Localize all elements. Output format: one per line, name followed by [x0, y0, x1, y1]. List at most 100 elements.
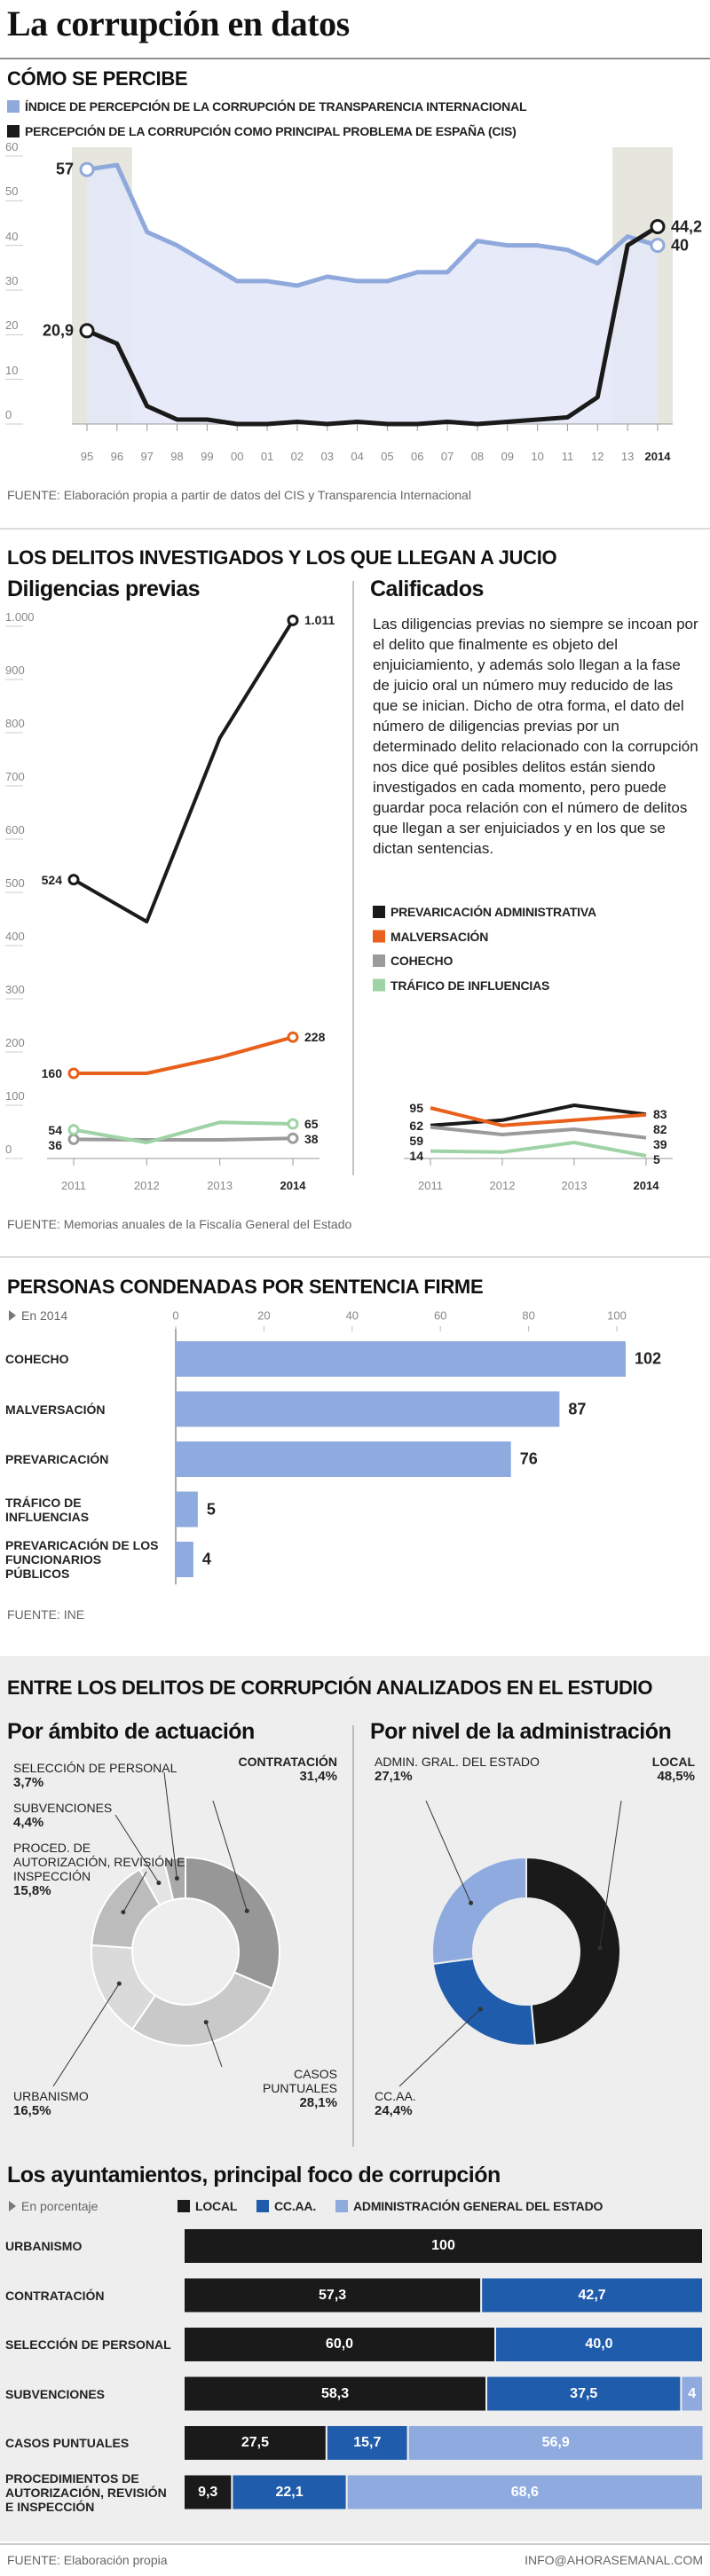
value-label: 38 [304, 1131, 319, 1146]
value-label: 20,9 [42, 321, 74, 340]
slice-value: 3,7% [13, 1775, 44, 1790]
leader-line [425, 1800, 472, 1904]
x-tick-label: 95 [80, 450, 94, 463]
category-label: COHECHO [5, 1351, 69, 1366]
legend-swatch [335, 2200, 348, 2212]
value-label: 58,3 [320, 2385, 350, 2401]
x-tick-label: 40 [345, 1308, 359, 1323]
legend-label: COHECHO [390, 953, 454, 968]
slice-label: SELECCIÓN DE PERSONAL [13, 1761, 178, 1775]
x-tick-label: 2014 [280, 1179, 306, 1192]
value-label: 40,0 [585, 2336, 613, 2352]
x-tick-label: 01 [260, 450, 274, 463]
leader-dot [597, 1945, 603, 1951]
value-label: 4 [201, 1550, 211, 1568]
category-label: MALVERSACIÓN [5, 1402, 106, 1417]
category-label: SELECCIÓN DE PERSONAL [5, 2336, 171, 2352]
value-label: 54 [48, 1122, 62, 1137]
value-label: 5 [653, 1152, 660, 1167]
x-tick-label: 11 [561, 450, 574, 463]
y-tick-label: 40 [5, 229, 19, 243]
x-tick-label: 02 [290, 450, 304, 463]
value-label: 42,7 [578, 2287, 606, 2303]
section-title: ENTRE LOS DELITOS DE CORRUPCIÓN ANALIZAD… [7, 1677, 653, 1699]
bar-segment [183, 2473, 233, 2511]
bullet [9, 1310, 16, 1321]
line [74, 1035, 294, 1075]
y-tick-label: 500 [5, 876, 25, 890]
x-tick-label: 13 [620, 450, 635, 463]
point [287, 1031, 299, 1043]
x-tick-label: 0 [172, 1308, 179, 1323]
value-label: 40 [671, 236, 690, 255]
value-label: 228 [304, 1030, 326, 1045]
source: FUENTE: INE [7, 1607, 85, 1622]
legend-swatch [256, 2200, 269, 2212]
source: FUENTE: Elaboración propia [7, 2552, 168, 2567]
line [430, 1103, 647, 1127]
leader-line [114, 1814, 160, 1883]
y-tick-label: 600 [5, 823, 25, 836]
category-label: CONTRATACIÓN [5, 2288, 105, 2303]
donut-slice [525, 1856, 621, 2046]
y-tick-label: 0 [5, 408, 12, 421]
category-label: TRÁFICO DE INFLUENCIAS [5, 1495, 90, 1524]
point [287, 614, 299, 626]
value-label: 44,2 [671, 217, 703, 236]
value-label: 22,1 [275, 2484, 304, 2500]
contact: INFO@AHORASEMANAL.COM [525, 2552, 703, 2567]
leader-dot [469, 1900, 474, 1905]
category-label: PREVARICACIÓN DE LOS FUNCIONARIOS PÚBLIC… [5, 1537, 159, 1582]
bar-segment [183, 2424, 327, 2462]
line [430, 1106, 647, 1127]
x-tick-label: 2013 [561, 1179, 588, 1192]
y-tick-label: 100 [5, 1089, 25, 1103]
line [86, 162, 659, 288]
leader-line [163, 1771, 178, 1879]
value-label: 15,7 [353, 2434, 382, 2450]
legend-label: ADMINISTRACIÓN GENERAL DEL ESTADO [353, 2198, 604, 2213]
slice-value: 16,5% [13, 2103, 51, 2118]
bar-segment [183, 2276, 483, 2314]
leader-line [205, 2022, 223, 2068]
value-label: 57,3 [319, 2287, 347, 2303]
paragraph: Las diligencias previas no siempre se in… [373, 616, 698, 857]
point [67, 1124, 80, 1136]
legend-label: TRÁFICO DE INFLUENCIAS [390, 978, 550, 993]
x-tick-label: 09 [501, 450, 515, 463]
category-label: CASOS PUNTUALES [5, 2435, 130, 2450]
x-tick-label: 2011 [61, 1179, 86, 1192]
page-title: La corrupción en datos [7, 4, 350, 43]
x-tick-label: 98 [170, 450, 184, 463]
value-label: 87 [568, 1400, 587, 1418]
x-tick-label: 60 [433, 1308, 447, 1323]
legend-swatch [7, 125, 20, 137]
value-label: 36 [48, 1137, 62, 1152]
bar [176, 1441, 511, 1477]
source: FUENTE: Elaboración propia a partir de d… [7, 488, 471, 502]
bar-segment [494, 2326, 704, 2363]
value-label: 160 [41, 1065, 62, 1080]
subtitle: En 2014 [21, 1308, 68, 1323]
value-label: 56,9 [541, 2434, 570, 2450]
bar-segment [183, 2227, 704, 2265]
bar-segment [325, 2424, 409, 2462]
y-tick-label: 1.000 [5, 610, 35, 624]
value-label: 27,5 [241, 2434, 270, 2450]
value-label: 100 [431, 2237, 455, 2253]
value-label: 59 [409, 1133, 423, 1148]
slice-value: 15,8% [13, 1883, 51, 1898]
bar [176, 1542, 193, 1577]
point [287, 1132, 299, 1144]
line [73, 1120, 294, 1144]
value-label: 57 [55, 160, 74, 178]
slice-label: ADMIN. GRAL. DEL ESTADO [375, 1755, 540, 1769]
legend-swatch [7, 100, 20, 113]
x-tick-label: 20 [257, 1308, 271, 1323]
bar-segment [183, 2326, 496, 2363]
point [650, 238, 666, 254]
x-tick-label: 2012 [133, 1179, 160, 1192]
point [287, 1118, 299, 1130]
subtitle: En porcentaje [21, 2198, 99, 2213]
bar-segment [485, 2375, 682, 2413]
